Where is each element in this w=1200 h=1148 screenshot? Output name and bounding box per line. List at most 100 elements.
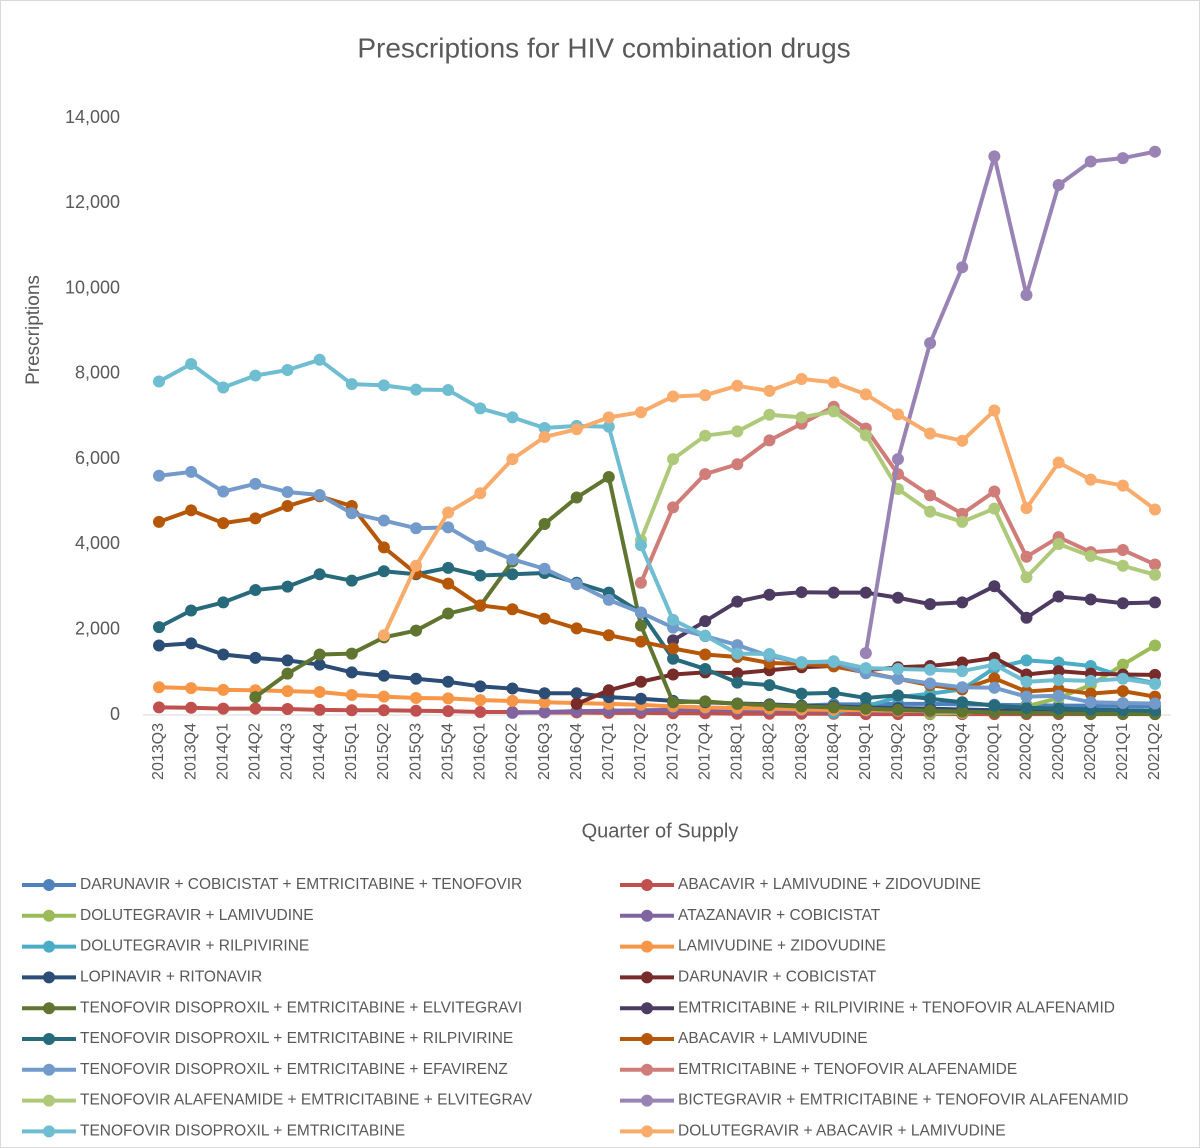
data-point [506, 568, 519, 581]
x-tick-label: 2016Q4 [568, 723, 585, 780]
data-point [763, 434, 776, 447]
data-point [506, 411, 519, 424]
data-point [313, 488, 326, 501]
data-point [763, 648, 776, 661]
data-point [634, 406, 647, 419]
data-point [474, 694, 487, 707]
data-point [377, 629, 390, 642]
x-tick-label: 2017Q3 [664, 723, 681, 780]
data-point [924, 427, 937, 440]
data-point [924, 505, 937, 518]
data-point [859, 662, 872, 675]
data-point [956, 596, 969, 609]
data-point [988, 699, 1001, 712]
legend-label: LAMIVUDINE + ZIDOVUDINE [678, 938, 886, 955]
data-point [891, 662, 904, 675]
data-point [827, 686, 840, 699]
data-point [442, 561, 455, 574]
legend-swatch-marker [641, 1063, 653, 1076]
data-point [313, 353, 326, 366]
data-point [988, 485, 1001, 498]
data-point [795, 700, 808, 713]
data-point [1084, 593, 1097, 606]
data-point [185, 465, 198, 478]
data-point [538, 696, 551, 709]
data-point [281, 703, 294, 716]
data-point [1020, 502, 1033, 515]
data-point [377, 690, 390, 703]
data-point [859, 429, 872, 442]
data-point [345, 704, 358, 717]
data-point [185, 637, 198, 650]
x-tick-label: 2021Q2 [1146, 723, 1163, 780]
data-point [1116, 152, 1129, 165]
legend-swatch-marker [641, 1125, 653, 1138]
data-point [1149, 596, 1161, 609]
legend-swatch-marker [43, 1002, 55, 1015]
x-tick-label: 2020Q1 [986, 723, 1003, 780]
x-tick-label: 2017Q1 [600, 723, 617, 780]
data-point [763, 408, 776, 421]
data-point [506, 453, 519, 466]
data-point [731, 425, 744, 438]
data-point [891, 689, 904, 702]
y-tick-label: 12,000 [65, 192, 120, 212]
data-point [795, 411, 808, 424]
data-point [988, 150, 1001, 163]
data-point [249, 584, 262, 597]
data-point [1084, 687, 1097, 700]
data-point [763, 588, 776, 601]
data-point [249, 477, 262, 490]
data-point [217, 485, 230, 498]
data-point [988, 580, 1001, 593]
x-tick-label: 2014Q2 [247, 723, 264, 780]
data-point [924, 704, 937, 717]
data-point [859, 702, 872, 715]
data-point [891, 591, 904, 604]
data-point [442, 607, 455, 620]
data-point [1020, 571, 1033, 584]
data-point [153, 621, 165, 634]
x-tick-label: 2017Q4 [696, 723, 713, 780]
data-point [249, 702, 262, 715]
data-point [570, 423, 583, 436]
data-point [538, 687, 551, 700]
data-point [634, 635, 647, 648]
data-point [410, 672, 423, 685]
data-point [281, 500, 294, 513]
y-axis-title: Prescriptions [23, 275, 44, 385]
legend-swatch-marker [43, 940, 55, 953]
data-point [1149, 677, 1161, 690]
data-point [1116, 543, 1129, 556]
data-point [153, 515, 165, 528]
data-point [410, 691, 423, 704]
x-tick-label: 2018Q4 [825, 723, 842, 780]
data-point [1020, 611, 1033, 624]
data-point [345, 574, 358, 587]
data-point [924, 677, 937, 690]
data-point [731, 697, 744, 710]
data-point [1084, 674, 1097, 687]
data-point [474, 706, 487, 719]
data-point [1116, 559, 1129, 572]
data-point [667, 696, 680, 709]
data-point [1052, 674, 1065, 687]
data-point [795, 687, 808, 700]
data-point [538, 430, 551, 443]
legend-label: LOPINAVIR + RITONAVIR [80, 968, 262, 985]
data-point [731, 458, 744, 471]
legend-swatch-marker [43, 909, 55, 922]
x-tick-label: 2013Q3 [150, 723, 167, 780]
legend-swatch-marker [641, 940, 653, 953]
data-point [377, 704, 390, 717]
data-point [988, 404, 1001, 417]
data-point [442, 521, 455, 534]
data-point [1020, 288, 1033, 301]
data-point [827, 405, 840, 418]
data-point [1020, 690, 1033, 703]
y-tick-label: 0 [110, 704, 120, 724]
data-point [345, 688, 358, 701]
data-point [1149, 503, 1161, 516]
data-point [185, 504, 198, 517]
data-point [1084, 696, 1097, 709]
